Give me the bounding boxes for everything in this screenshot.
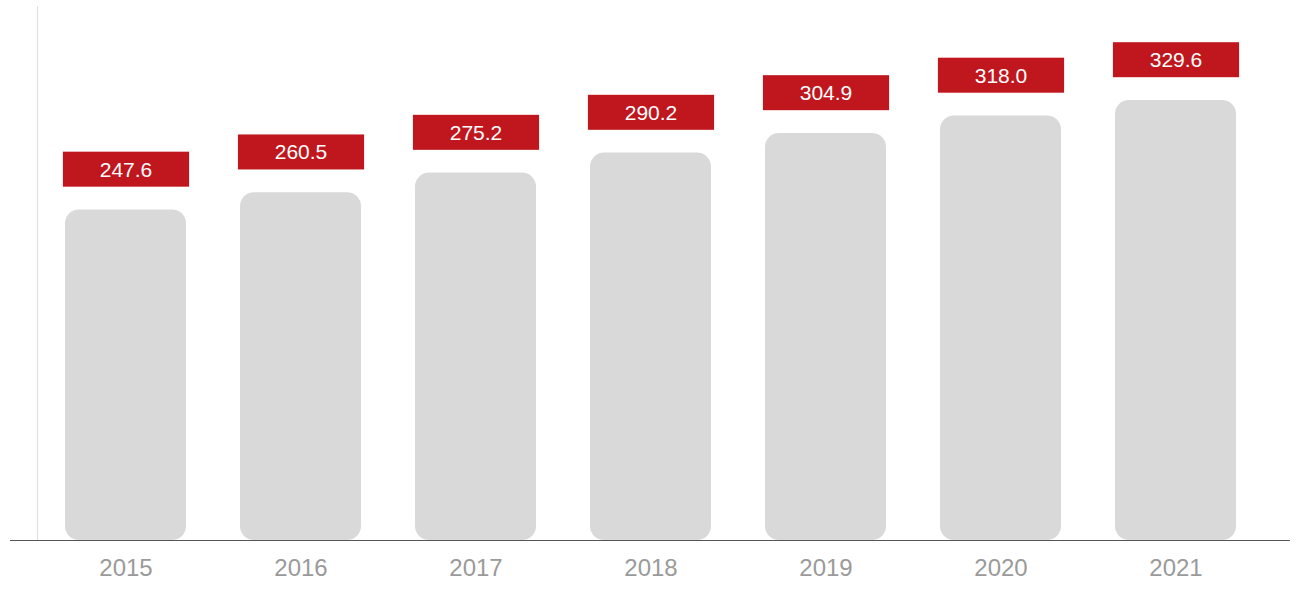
svg-text:290.2: 290.2 — [625, 101, 678, 124]
svg-text:2021: 2021 — [1149, 554, 1202, 581]
svg-text:2018: 2018 — [624, 554, 677, 581]
svg-text:260.5: 260.5 — [275, 140, 328, 163]
svg-text:329.6: 329.6 — [1150, 48, 1203, 71]
svg-text:247.6: 247.6 — [100, 158, 153, 181]
svg-text:2019: 2019 — [799, 554, 852, 581]
svg-text:318.0: 318.0 — [975, 64, 1028, 87]
svg-text:2017: 2017 — [449, 554, 502, 581]
svg-text:2015: 2015 — [99, 554, 152, 581]
svg-text:275.2: 275.2 — [450, 121, 503, 144]
svg-text:2020: 2020 — [974, 554, 1027, 581]
svg-text:2016: 2016 — [274, 554, 327, 581]
svg-text:304.9: 304.9 — [800, 81, 853, 104]
